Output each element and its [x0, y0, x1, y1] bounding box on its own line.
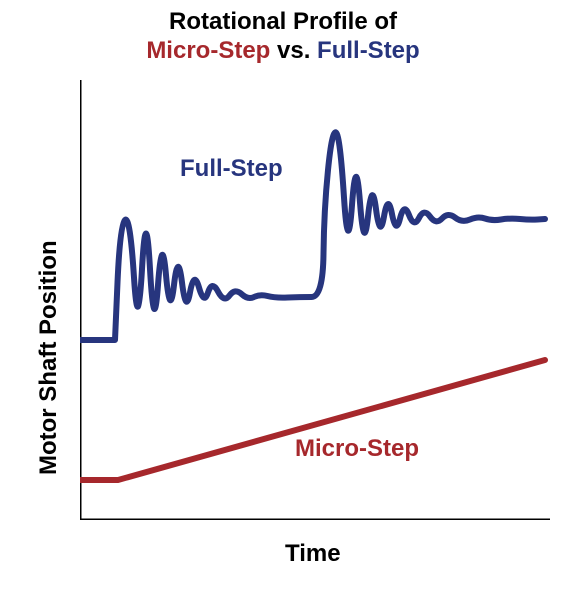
chart-container: Rotational Profile of Micro-Step vs. Ful…: [0, 0, 566, 600]
chart-title: Rotational Profile of Micro-Step vs. Ful…: [0, 0, 566, 66]
x-axis-label: Time: [285, 540, 341, 568]
title-full: Full-Step: [317, 37, 420, 64]
title-micro: Micro-Step: [146, 37, 270, 64]
micro-step-line: [80, 360, 545, 480]
title-line-1: Rotational Profile of: [0, 8, 566, 37]
y-axis-label: Motor Shaft Position: [35, 240, 63, 475]
title-line-2: Micro-Step vs. Full-Step: [0, 37, 566, 66]
title-vs: vs.: [270, 37, 317, 64]
plot-area: [80, 80, 550, 520]
full-step-line: [80, 132, 545, 340]
